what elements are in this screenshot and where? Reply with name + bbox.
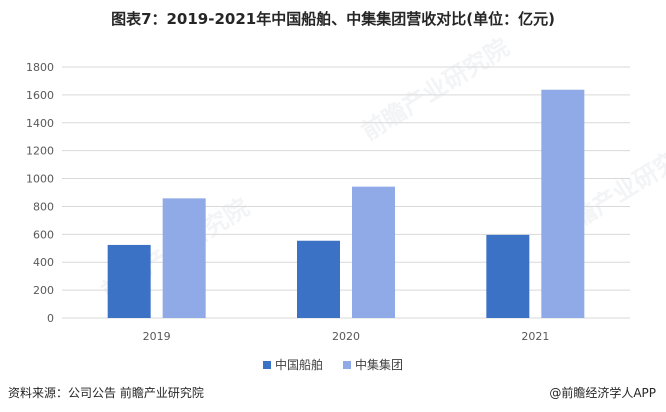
legend-label-series-1: 中国船舶 [274,358,323,372]
y-tick-label: 600 [33,228,54,241]
chart-title: 图表7：2019-2021年中国船舶、中集集团营收对比(单位：亿元) [111,10,555,28]
bars [107,89,585,318]
legend-label-series-2: 中集集团 [355,358,404,372]
x-axis-ticks: 2019 2020 2021 [143,330,550,343]
legend: 中国船舶 中集集团 [0,356,666,373]
bar-series-1-2019[interactable] [107,244,151,318]
x-tick-label: 2021 [521,330,549,343]
legend-item-series-2[interactable]: 中集集团 [343,356,403,373]
bar-series-2-2020[interactable] [352,186,395,318]
y-tick-label: 1600 [26,89,54,102]
legend-swatch-series-1 [262,360,271,369]
legend-swatch-series-2 [343,360,351,369]
brand-credit: @前瞻经济学人APP [549,386,656,400]
y-axis-ticks: 0 200 400 600 800 1000 1200 1400 1600 1800 [26,61,54,325]
y-tick-label: 1000 [26,173,54,186]
y-tick-label: 1400 [26,117,54,130]
x-tick-label: 2020 [332,330,360,343]
y-tick-label: 400 [33,256,54,269]
y-tick-label: 1800 [26,61,54,74]
y-tick-label: 800 [33,200,54,213]
legend-item-series-1[interactable]: 中国船舶 [262,356,323,373]
bar-series-1-2020[interactable] [297,240,340,318]
grid-lines [62,66,630,319]
bar-series-1-2021[interactable] [486,234,530,318]
y-tick-label: 200 [33,284,54,297]
bar-series-2-2019[interactable] [162,198,206,318]
y-tick-label: 1200 [26,145,54,158]
x-tick-label: 2019 [143,330,171,343]
y-tick-label: 0 [47,312,54,325]
source-note: 资料来源：公司公告 前瞻产业研究院 [8,386,204,400]
bar-series-2-2021[interactable] [541,89,585,318]
